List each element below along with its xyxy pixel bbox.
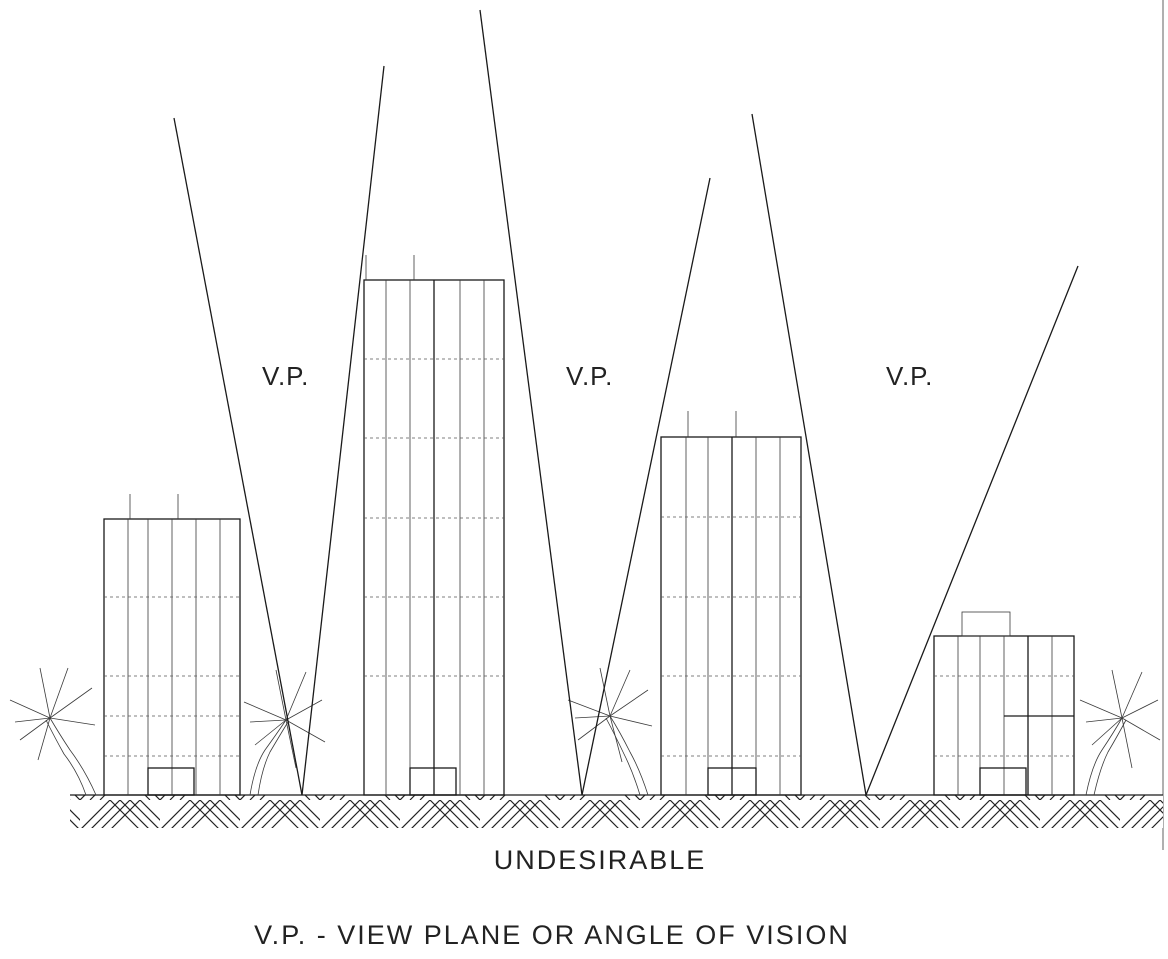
building-medium bbox=[660, 411, 802, 796]
building-tall bbox=[363, 255, 505, 796]
vp-label-middle: V.P. bbox=[566, 361, 613, 391]
vp-label-right: V.P. bbox=[886, 361, 933, 391]
tree-second bbox=[243, 669, 326, 796]
tree-third bbox=[567, 667, 653, 796]
legend-text: V.P. - VIEW PLANE OR ANGLE OF VISION bbox=[254, 920, 850, 950]
vp-label-left: V.P. bbox=[262, 361, 309, 391]
view-plane-middle bbox=[479, 9, 711, 796]
building-right bbox=[933, 611, 1075, 796]
tree-left bbox=[9, 667, 97, 796]
building-left bbox=[103, 494, 241, 796]
tree-right bbox=[1079, 669, 1161, 796]
ground-hatch bbox=[70, 795, 1163, 828]
diagram-title: UNDESIRABLE bbox=[494, 845, 707, 875]
view-plane-right bbox=[751, 113, 1079, 796]
view-plane-left bbox=[173, 65, 385, 796]
